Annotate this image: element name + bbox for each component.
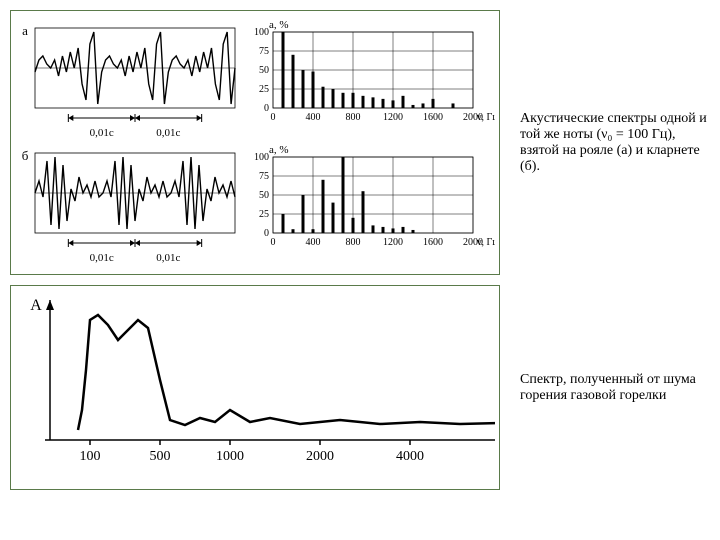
svg-text:400: 400 [306,237,321,248]
svg-text:0,01с: 0,01с [156,252,180,264]
svg-text:50: 50 [259,190,269,201]
svg-text:1600: 1600 [423,112,443,123]
svg-text:1600: 1600 [423,237,443,248]
svg-text:a, %: a, % [269,19,289,31]
svg-text:а: а [22,23,28,38]
svg-text:25: 25 [259,209,269,220]
svg-text:2000: 2000 [306,449,334,464]
svg-text:400: 400 [306,112,321,123]
figure-bottom-svg: A10050010002000400010000ν, Гц [15,290,495,480]
svg-text:б: б [22,148,29,163]
svg-text:A: A [30,297,42,314]
svg-text:0: 0 [264,103,269,114]
svg-text:75: 75 [259,171,269,182]
svg-text:800: 800 [346,112,361,123]
svg-text:800: 800 [346,237,361,248]
svg-text:100: 100 [254,152,269,163]
caption-top: Акустические спектры одной и той же ноты… [520,111,710,175]
svg-text:1000: 1000 [216,449,244,464]
figure-top-svg: а 0,01с 0,01с a, % 0 25 50 75 100 0 400 800 1200 1600… [15,15,495,265]
svg-text:100: 100 [254,27,269,38]
svg-text:500: 500 [150,449,171,464]
svg-text:0: 0 [264,228,269,239]
svg-text:50: 50 [259,65,269,76]
svg-text:0,01с: 0,01с [156,127,180,139]
svg-text:0: 0 [271,237,276,248]
svg-text:ν, Гц: ν, Гц [477,237,495,248]
svg-text:ν, Гц: ν, Гц [477,112,495,123]
figure-top-box: а 0,01с 0,01с a, % 0 25 50 75 100 0 400 800 1200 1600… [10,10,500,275]
svg-text:0: 0 [271,112,276,123]
svg-text:75: 75 [259,46,269,57]
svg-text:a, %: a, % [269,144,289,156]
svg-text:100: 100 [80,449,101,464]
svg-text:1200: 1200 [383,237,403,248]
panel-burner-noise: A10050010002000400010000ν, Гц Спектр, по… [10,285,710,490]
svg-text:4000: 4000 [396,449,424,464]
panel-acoustic-spectra: а 0,01с 0,01с a, % 0 25 50 75 100 0 400 800 1200 1600… [10,10,710,275]
figure-bottom-box: A10050010002000400010000ν, Гц [10,285,500,490]
caption-bottom: Спектр, полученный от шума горения газов… [520,372,710,404]
svg-text:25: 25 [259,84,269,95]
svg-text:0,01с: 0,01с [90,252,114,264]
svg-text:0,01с: 0,01с [90,127,114,139]
svg-text:1200: 1200 [383,112,403,123]
